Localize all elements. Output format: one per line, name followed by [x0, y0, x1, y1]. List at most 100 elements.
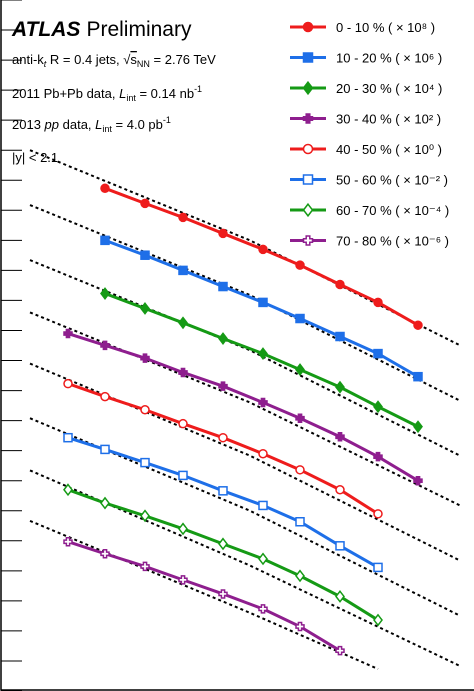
- marker: [335, 380, 345, 394]
- part: 2013: [12, 117, 45, 132]
- marker: [335, 590, 345, 603]
- annotations: ATLAS Preliminary anti-kt R = 0.4 jets, √…: [11, 18, 216, 165]
- part: 2011 Pb+Pb data,: [12, 86, 119, 101]
- marker: [302, 143, 314, 155]
- legend-entry: 40 - 50 % ( × 10⁰ ): [290, 142, 442, 157]
- marker: [100, 235, 110, 246]
- marker: [335, 541, 345, 551]
- annotation: 2011 Pb+Pb data, Lint = 0.14 nb-1: [12, 84, 202, 103]
- marker: [140, 198, 150, 209]
- marker: [373, 297, 383, 308]
- marker: [258, 297, 268, 308]
- marker: [178, 522, 188, 536]
- experiment: ATLAS: [11, 18, 80, 41]
- legend-entry: 10 - 20 % ( × 10⁶ ): [290, 51, 442, 66]
- marker: [218, 486, 228, 496]
- marker: [302, 113, 314, 124]
- marker: [258, 604, 268, 614]
- marker: [63, 536, 73, 547]
- marker: [302, 80, 314, 96]
- marker: [178, 470, 188, 481]
- marker: [140, 250, 150, 260]
- part: int: [126, 93, 136, 103]
- marker: [295, 621, 305, 632]
- part: L: [119, 86, 126, 101]
- marker: [335, 645, 345, 656]
- marker: [140, 509, 150, 523]
- status: Preliminary: [86, 18, 192, 41]
- legend-entry: 50 - 60 % ( × 10⁻² ): [290, 173, 448, 188]
- legend: 0 - 10 % ( × 10⁸ ) 10 - 20 % ( × 10⁶ ) 20 …: [290, 20, 449, 249]
- part: L: [95, 117, 102, 132]
- marker: [140, 404, 150, 415]
- annotation: ATLAS Preliminary: [11, 18, 192, 41]
- marker: [295, 313, 305, 324]
- marker: [373, 400, 383, 414]
- marker: [140, 353, 150, 363]
- marker: [373, 613, 383, 627]
- part: -1: [163, 115, 171, 125]
- part: t: [44, 59, 47, 69]
- marker: [258, 347, 268, 361]
- marker: [178, 265, 188, 276]
- marker: [258, 244, 268, 255]
- part: = 2.76 TeV: [150, 52, 216, 67]
- legend-label: 10 - 20 % ( × 10⁶ ): [336, 51, 442, 66]
- legend-entry: 30 - 40 % ( × 10² ): [290, 112, 441, 127]
- marker: [302, 174, 314, 185]
- part: = 0.14 nb: [136, 86, 194, 101]
- legend-label: 0 - 10 % ( × 10⁸ ): [336, 20, 435, 35]
- marker: [295, 363, 305, 376]
- marker: [335, 432, 345, 442]
- marker: [178, 367, 188, 378]
- marker: [295, 517, 305, 527]
- marker: [100, 549, 110, 559]
- marker: [335, 279, 345, 290]
- legend-label: 60 - 70 % ( × 10⁻⁴ ): [336, 203, 449, 218]
- legend-label: 70 - 80 % ( × 10⁻⁶ ): [336, 234, 449, 249]
- marker: [302, 21, 314, 33]
- marker: [258, 397, 268, 408]
- marker: [218, 537, 228, 551]
- part: anti-k: [12, 52, 44, 67]
- marker: [100, 444, 110, 455]
- part: NN: [137, 59, 150, 69]
- marker: [335, 331, 345, 342]
- marker: [258, 448, 268, 459]
- legend-label: 40 - 50 % ( × 10⁰ ): [336, 142, 442, 157]
- marker: [140, 561, 150, 572]
- marker: [373, 451, 383, 462]
- marker: [302, 235, 314, 246]
- legend-label: 30 - 40 % ( × 10² ): [336, 112, 441, 127]
- marker: [258, 552, 268, 566]
- marker: [218, 281, 228, 292]
- marker: [373, 348, 383, 359]
- marker: [295, 465, 305, 475]
- annotation: |y| < 2.1: [12, 150, 58, 165]
- part: data,: [59, 117, 95, 132]
- fit-curves: [29, 149, 461, 670]
- marker: [413, 320, 423, 330]
- marker: [295, 569, 305, 583]
- marker: [140, 302, 150, 315]
- legend-entry: 20 - 30 % ( × 10⁴ ): [290, 80, 442, 96]
- marker: [178, 418, 188, 429]
- part: = 4.0 pb: [112, 117, 163, 132]
- marker: [413, 371, 423, 382]
- series-line: [67, 332, 419, 482]
- marker: [63, 328, 73, 339]
- marker: [100, 391, 110, 402]
- legend-entry: 60 - 70 % ( × 10⁻⁴ ): [290, 202, 449, 218]
- marker: [218, 332, 228, 345]
- marker: [413, 420, 423, 434]
- marker: [63, 483, 73, 497]
- marker: [295, 260, 305, 270]
- annotation: 2013 pp data, Lint = 4.0 pb-1: [12, 115, 171, 134]
- part: s: [130, 52, 137, 67]
- part: √: [123, 52, 131, 67]
- marker: [218, 432, 228, 443]
- marker: [218, 381, 228, 391]
- marker: [413, 475, 423, 486]
